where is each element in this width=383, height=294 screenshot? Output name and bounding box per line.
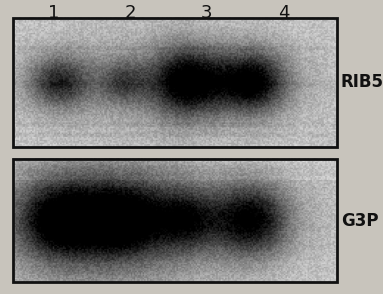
Text: G3P: G3P xyxy=(341,211,378,230)
Bar xyxy=(13,159,337,282)
Text: 4: 4 xyxy=(278,4,289,22)
Text: 3: 3 xyxy=(201,4,213,22)
Text: RIB5: RIB5 xyxy=(341,73,383,91)
Text: 1: 1 xyxy=(48,4,59,22)
Bar xyxy=(13,18,337,147)
Text: 2: 2 xyxy=(124,4,136,22)
